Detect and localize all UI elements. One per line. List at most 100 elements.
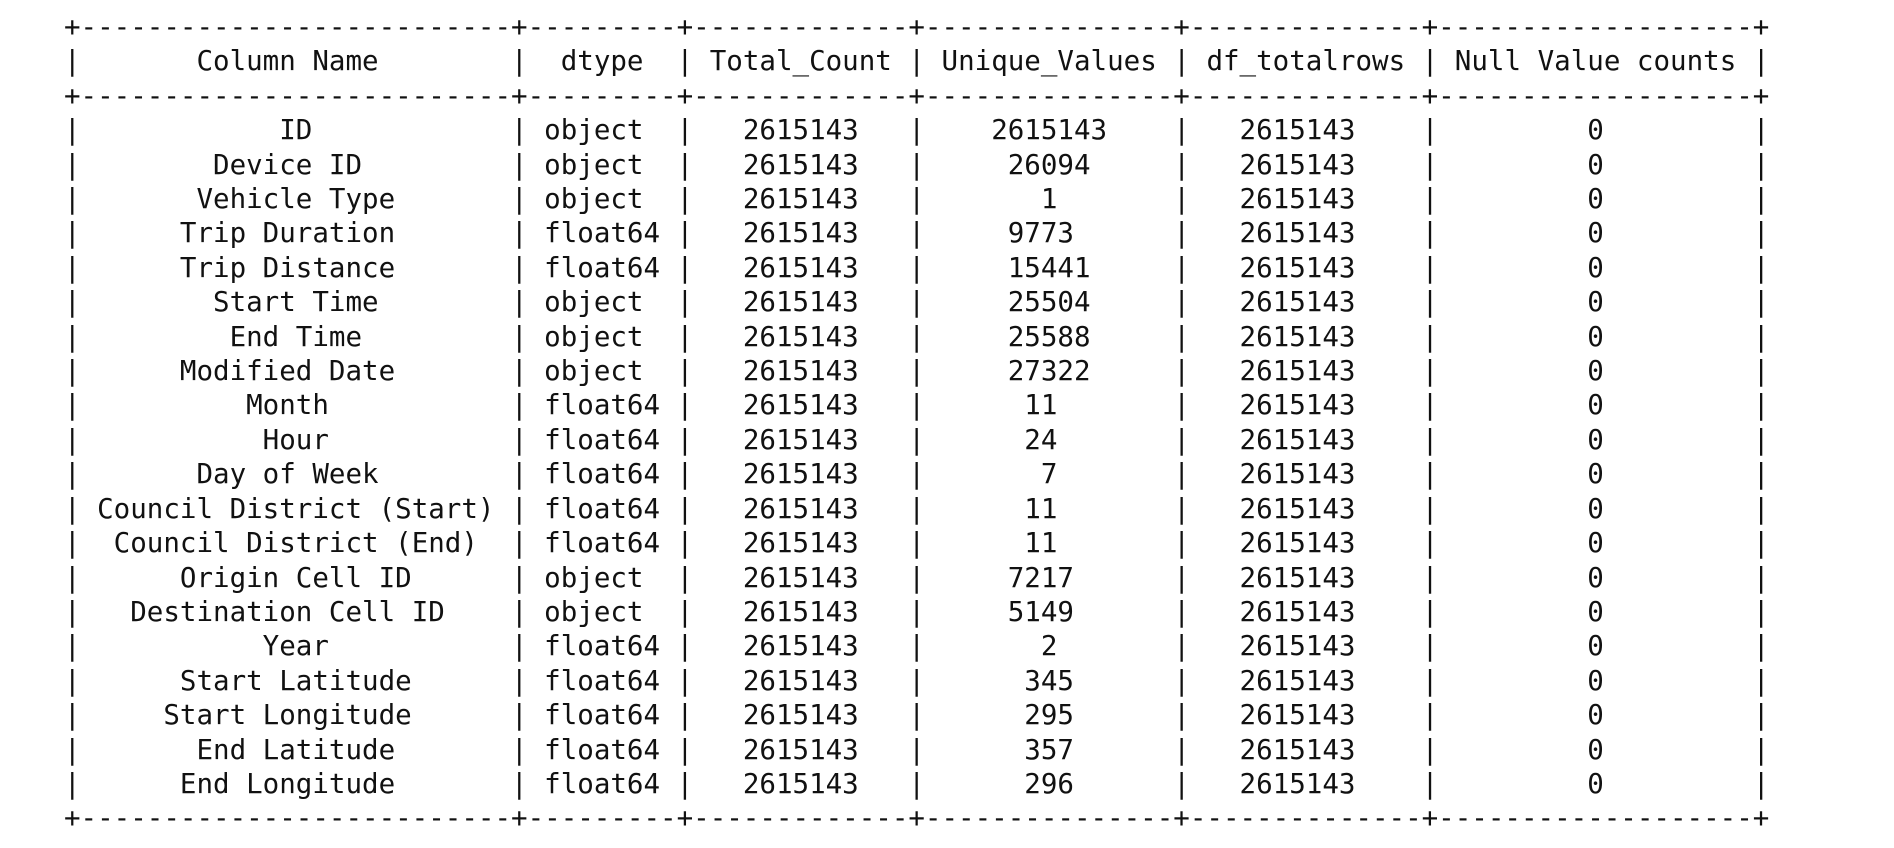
table-cell-2: float64 <box>527 389 677 422</box>
table-cell-4: 5149 <box>924 595 1174 628</box>
table-row: | Vehicle Type | object | 2615143 | 1 | … <box>64 183 1770 216</box>
table-cell-6: 0 <box>1438 561 1753 594</box>
table-cell-4: 26094 <box>924 148 1174 181</box>
table-row: | Council District (Start) | float64 | 2… <box>64 492 1770 525</box>
table-cell-5: 2615143 <box>1189 561 1422 594</box>
table-row: | Hour | float64 | 2615143 | 24 | 261514… <box>64 423 1770 456</box>
table-cell-3: 2615143 <box>693 389 909 422</box>
table-cell-3: 2615143 <box>693 355 909 388</box>
table-cell-3: 2615143 <box>693 733 909 766</box>
table-cell-4: 295 <box>924 699 1174 732</box>
table-row: | Start Latitude | float64 | 2615143 | 3… <box>64 664 1770 697</box>
table-cell-5: 2615143 <box>1189 183 1422 216</box>
header-cell-1: Column Name <box>80 45 512 78</box>
table-cell-4: 11 <box>924 389 1174 422</box>
table-cell-1: End Longitude <box>80 767 512 800</box>
table-cell-4: 27322 <box>924 355 1174 388</box>
header-cell-6: Null Value counts <box>1438 45 1753 78</box>
table-cell-6: 0 <box>1438 355 1753 388</box>
table-cell-3: 2615143 <box>693 320 909 353</box>
table-header-row: | Column Name | dtype | Total_Count | Un… <box>64 45 1770 78</box>
header-cell-3: Total_Count <box>693 45 909 78</box>
table-cell-6: 0 <box>1438 458 1753 491</box>
table-cell-2: float64 <box>527 767 677 800</box>
table-cell-1: End Latitude <box>80 733 512 766</box>
table-cell-3: 2615143 <box>693 217 909 250</box>
table-cell-5: 2615143 <box>1189 664 1422 697</box>
table-cell-2: float64 <box>527 458 677 491</box>
table-cell-1: Device ID <box>80 148 512 181</box>
table-cell-4: 15441 <box>924 251 1174 284</box>
table-cell-2: object <box>527 561 677 594</box>
table-cell-6: 0 <box>1438 286 1753 319</box>
table-cell-6: 0 <box>1438 733 1753 766</box>
table-cell-1: Origin Cell ID <box>80 561 512 594</box>
table-row: | End Time | object | 2615143 | 25588 | … <box>64 320 1770 353</box>
table-cell-6: 0 <box>1438 699 1753 732</box>
table-row: | Origin Cell ID | object | 2615143 | 72… <box>64 561 1770 594</box>
table-row: | End Longitude | float64 | 2615143 | 29… <box>64 767 1770 800</box>
table-cell-1: Vehicle Type <box>80 183 512 216</box>
table-cell-2: float64 <box>527 699 677 732</box>
table-cell-2: float64 <box>527 217 677 250</box>
table-cell-5: 2615143 <box>1189 527 1422 560</box>
table-cell-4: 11 <box>924 527 1174 560</box>
table-cell-4: 25588 <box>924 320 1174 353</box>
table-cell-6: 0 <box>1438 630 1753 663</box>
table-row: | Device ID | object | 2615143 | 26094 |… <box>64 148 1770 181</box>
table-cell-4: 345 <box>924 664 1174 697</box>
table-cell-4: 1 <box>924 183 1174 216</box>
table-cell-1: Trip Distance <box>80 251 512 284</box>
table-cell-5: 2615143 <box>1189 389 1422 422</box>
table-cell-5: 2615143 <box>1189 286 1422 319</box>
ascii-summary-table: +--------------------------+---------+--… <box>64 10 1769 836</box>
table-row: | Month | float64 | 2615143 | 11 | 26151… <box>64 389 1770 422</box>
table-cell-4: 7217 <box>924 561 1174 594</box>
table-cell-2: float64 <box>527 527 677 560</box>
table-row: | Council District (End) | float64 | 261… <box>64 527 1770 560</box>
table-row: | End Latitude | float64 | 2615143 | 357… <box>64 733 1770 766</box>
table-border-line: +--------------------------+---------+--… <box>64 79 1770 112</box>
table-cell-4: 7 <box>924 458 1174 491</box>
table-cell-2: float64 <box>527 492 677 525</box>
table-cell-2: object <box>527 183 677 216</box>
table-cell-5: 2615143 <box>1189 595 1422 628</box>
table-cell-3: 2615143 <box>693 595 909 628</box>
table-cell-2: object <box>527 355 677 388</box>
table-cell-1: Start Longitude <box>80 699 512 732</box>
table-cell-2: object <box>527 320 677 353</box>
table-row: | Day of Week | float64 | 2615143 | 7 | … <box>64 458 1770 491</box>
table-cell-6: 0 <box>1438 251 1753 284</box>
table-cell-6: 0 <box>1438 767 1753 800</box>
table-cell-5: 2615143 <box>1189 217 1422 250</box>
table-cell-3: 2615143 <box>693 251 909 284</box>
table-cell-6: 0 <box>1438 183 1753 216</box>
table-row: | Start Longitude | float64 | 2615143 | … <box>64 699 1770 732</box>
table-row: | Trip Duration | float64 | 2615143 | 97… <box>64 217 1770 250</box>
table-cell-5: 2615143 <box>1189 458 1422 491</box>
table-cell-2: object <box>527 114 677 147</box>
table-cell-3: 2615143 <box>693 699 909 732</box>
table-cell-3: 2615143 <box>693 148 909 181</box>
table-cell-4: 9773 <box>924 217 1174 250</box>
table-cell-3: 2615143 <box>693 458 909 491</box>
table-border-line: +--------------------------+---------+--… <box>64 11 1770 43</box>
table-cell-5: 2615143 <box>1189 767 1422 800</box>
table-cell-1: Day of Week <box>80 458 512 491</box>
table-row: | Start Time | object | 2615143 | 25504 … <box>64 286 1770 319</box>
table-cell-1: Destination Cell ID <box>80 595 512 628</box>
table-cell-6: 0 <box>1438 664 1753 697</box>
table-cell-3: 2615143 <box>693 630 909 663</box>
table-cell-6: 0 <box>1438 114 1753 147</box>
table-cell-3: 2615143 <box>693 286 909 319</box>
table-cell-6: 0 <box>1438 423 1753 456</box>
table-cell-1: Start Time <box>80 286 512 319</box>
table-cell-2: float64 <box>527 733 677 766</box>
table-cell-1: Hour <box>80 423 512 456</box>
table-cell-2: float64 <box>527 630 677 663</box>
table-cell-5: 2615143 <box>1189 492 1422 525</box>
table-cell-3: 2615143 <box>693 664 909 697</box>
table-border-line: +--------------------------+---------+--… <box>64 802 1770 835</box>
table-cell-1: Start Latitude <box>80 664 512 697</box>
table-cell-2: float64 <box>527 664 677 697</box>
